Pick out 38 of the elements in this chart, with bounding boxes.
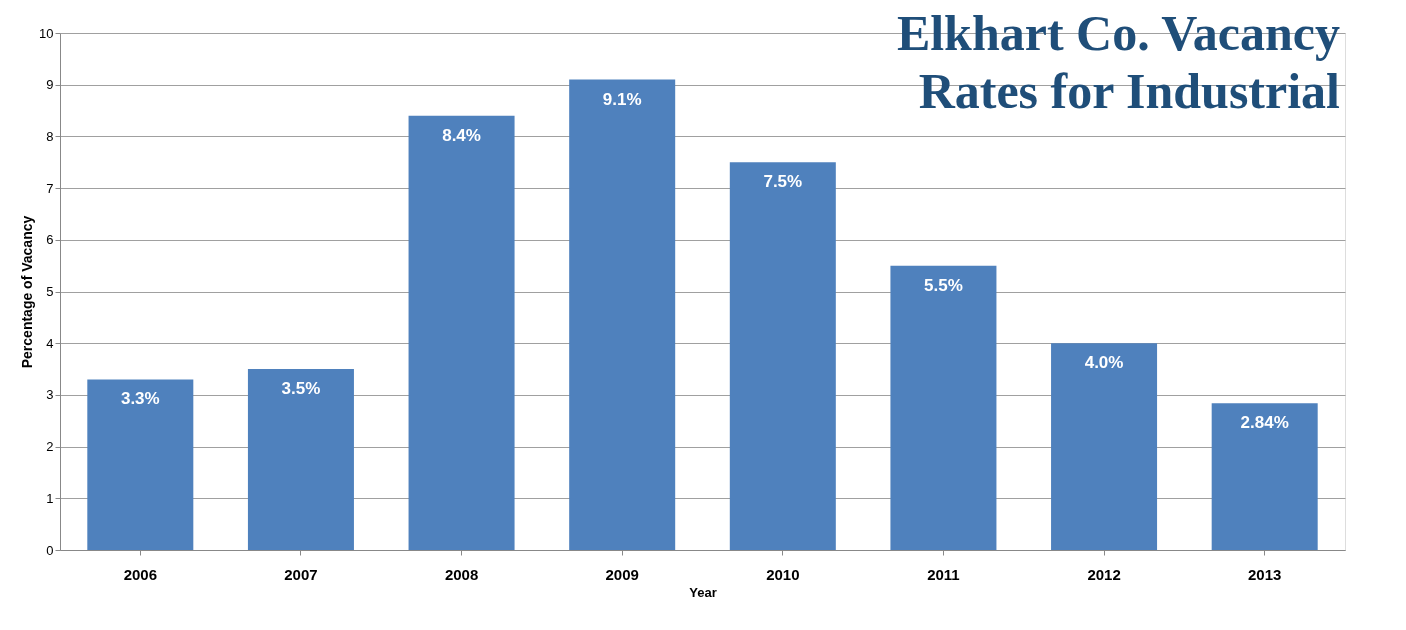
x-tick-label: 2013 bbox=[1248, 565, 1282, 583]
bar bbox=[1211, 403, 1318, 550]
y-axis-title: Percentage of Vacancy bbox=[19, 215, 36, 369]
bar bbox=[569, 79, 676, 550]
y-tick-label: 5 bbox=[46, 284, 54, 299]
x-tick-label: 2009 bbox=[605, 565, 639, 583]
bar bbox=[890, 265, 997, 550]
x-tick-label: 2006 bbox=[123, 565, 157, 583]
x-tick-label: 2008 bbox=[444, 565, 479, 583]
y-tick-label: 3 bbox=[46, 387, 54, 403]
bar bbox=[87, 379, 194, 550]
y-tick-label: 0 bbox=[46, 542, 54, 558]
x-tick-label: 2012 bbox=[1087, 565, 1121, 583]
y-tick-label: 9 bbox=[46, 77, 54, 93]
y-tick-label: 4 bbox=[46, 335, 54, 351]
data-label: 3.5% bbox=[281, 379, 321, 399]
bar bbox=[408, 115, 515, 550]
data-label: 3.3% bbox=[120, 389, 160, 409]
y-tick-label: 10 bbox=[39, 25, 54, 41]
data-label: 2.84% bbox=[1240, 413, 1289, 433]
y-tick-label: 1 bbox=[46, 490, 54, 506]
bar bbox=[1051, 343, 1158, 550]
x-tick-label: 2010 bbox=[766, 565, 800, 583]
x-tick-label: 2007 bbox=[284, 565, 318, 583]
x-axis-title: Year bbox=[689, 584, 717, 600]
data-label: 5.5% bbox=[924, 275, 963, 295]
y-tick-label: 6 bbox=[46, 232, 54, 248]
bar bbox=[247, 369, 354, 550]
bar bbox=[729, 162, 836, 550]
data-label: 7.5% bbox=[763, 172, 803, 192]
data-label: 9.1% bbox=[602, 89, 642, 109]
data-label: 4.0% bbox=[1084, 353, 1124, 373]
y-tick-label: 7 bbox=[46, 180, 54, 196]
y-tick-label: 2 bbox=[46, 439, 54, 455]
y-tick-label: 8 bbox=[46, 128, 54, 144]
chart-title: Elkhart Co. Vacancy Rates for Industrial bbox=[896, 5, 1341, 119]
data-label: 8.4% bbox=[442, 125, 481, 145]
x-tick-label: 2011 bbox=[927, 565, 960, 583]
